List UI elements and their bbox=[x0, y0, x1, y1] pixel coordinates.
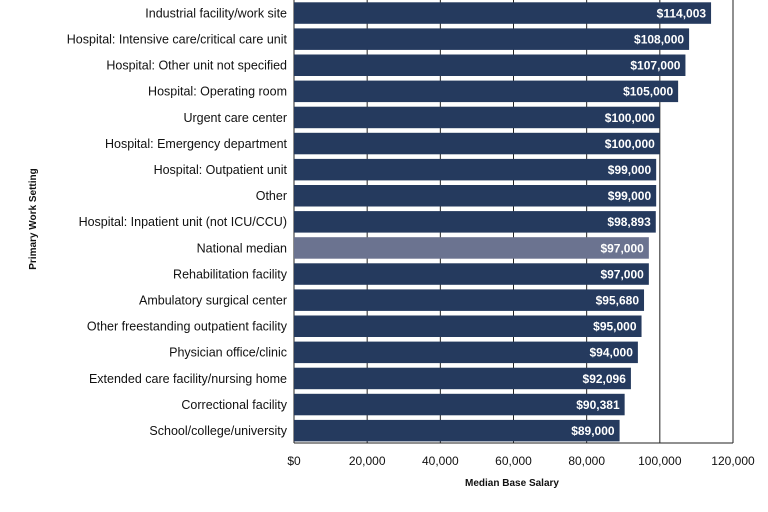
bar-value-label: $99,000 bbox=[608, 189, 652, 203]
x-axis-title: Median Base Salary bbox=[465, 478, 559, 489]
bar-value-label: $100,000 bbox=[605, 111, 655, 125]
x-tick-label: 80,000 bbox=[568, 454, 605, 468]
bar-value-label: $92,096 bbox=[583, 372, 627, 386]
bar-value-label: $89,000 bbox=[571, 424, 615, 438]
bar bbox=[294, 289, 645, 311]
bar bbox=[294, 367, 631, 390]
bar bbox=[294, 80, 679, 103]
category-label: Hospital: Outpatient unit bbox=[154, 163, 288, 177]
category-label: Physician office/clinic bbox=[169, 346, 287, 360]
bar bbox=[294, 28, 690, 50]
bar-value-label: $90,381 bbox=[576, 398, 620, 412]
category-label: Other bbox=[256, 189, 287, 203]
bar bbox=[294, 54, 686, 76]
x-tick-label: 100,000 bbox=[638, 454, 682, 468]
bar bbox=[294, 158, 657, 181]
bar bbox=[294, 211, 656, 233]
category-label: Ambulatory surgical center bbox=[139, 293, 287, 307]
x-tick-label: $0 bbox=[287, 454, 301, 468]
bar-value-label: $95,680 bbox=[596, 293, 640, 307]
bar bbox=[294, 341, 638, 364]
x-tick-label: 20,000 bbox=[349, 454, 386, 468]
x-tick-label: 60,000 bbox=[495, 454, 532, 468]
x-tick-label: 40,000 bbox=[422, 454, 459, 468]
category-label: Correctional facility bbox=[181, 398, 287, 412]
bar bbox=[294, 393, 625, 416]
bar-value-label: $99,000 bbox=[608, 163, 652, 177]
category-label: Hospital: Operating room bbox=[148, 85, 287, 99]
category-label: Rehabilitation facility bbox=[173, 267, 288, 281]
category-label: Hospital: Other unit not specified bbox=[106, 59, 287, 73]
bar bbox=[294, 132, 660, 155]
bars: $114,003 $108,000 $107,000 $105,000 $100,000… bbox=[294, 2, 712, 442]
category-label: Industrial facility/work site bbox=[145, 6, 287, 20]
y-axis-title: Primary Work Setting bbox=[28, 168, 39, 270]
category-labels: Industrial facility/work site Hospital: I… bbox=[67, 6, 288, 438]
bar-value-label: $108,000 bbox=[634, 32, 684, 46]
bar bbox=[294, 106, 660, 129]
category-label: Hospital: Emergency department bbox=[105, 137, 288, 151]
category-label: Extended care facility/nursing home bbox=[89, 372, 287, 386]
bar-value-label: $97,000 bbox=[600, 241, 644, 255]
bar bbox=[294, 263, 649, 285]
x-tick-labels: $0 20,000 40,000 60,000 80,000 100,000 120,000 bbox=[287, 454, 755, 468]
category-label: School/college/university bbox=[149, 424, 287, 438]
bar bbox=[294, 419, 620, 442]
x-tick-label: 120,000 bbox=[711, 454, 755, 468]
bar bbox=[294, 315, 642, 337]
bar-value-label: $98,893 bbox=[607, 215, 651, 229]
category-label: Hospital: Inpatient unit (not ICU/CCU) bbox=[79, 215, 287, 229]
bar-value-label: $97,000 bbox=[600, 267, 644, 281]
bar-value-label: $94,000 bbox=[589, 346, 633, 360]
bar-value-label: $105,000 bbox=[623, 85, 673, 99]
bar bbox=[294, 2, 712, 24]
bar-value-label: $107,000 bbox=[630, 59, 680, 73]
category-label: Urgent care center bbox=[183, 111, 287, 125]
bar-value-label: $114,003 bbox=[657, 6, 707, 20]
bar-value-label: $95,000 bbox=[593, 320, 637, 334]
bar bbox=[294, 185, 657, 207]
category-label: National median bbox=[197, 241, 287, 255]
category-label: Other freestanding outpatient facility bbox=[87, 320, 288, 334]
category-label: Hospital: Intensive care/critical care u… bbox=[67, 32, 288, 46]
bar-value-label: $100,000 bbox=[605, 137, 655, 151]
bar bbox=[294, 237, 649, 259]
